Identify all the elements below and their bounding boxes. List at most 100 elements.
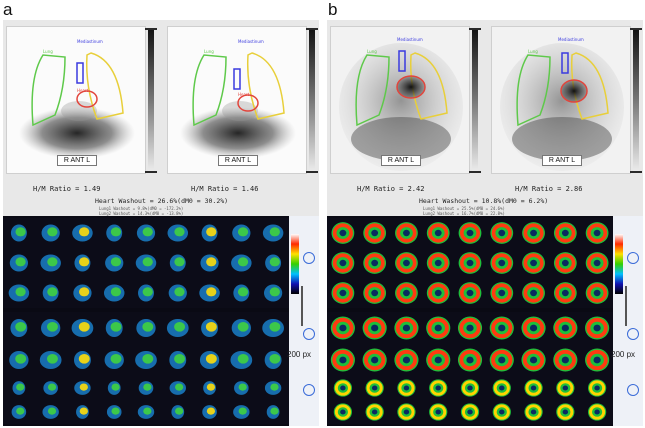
lung1-washout: Lung1 Washout = 25.5%(dM0 = 24.6%): [423, 206, 505, 211]
spect-slice: [363, 222, 387, 244]
roi-label-mediastinum: Mediastinum: [238, 39, 264, 44]
spect-slice: [233, 405, 250, 419]
color-scale-bar: [615, 234, 623, 294]
spect-side-panel: [289, 216, 319, 426]
hm-ratio-delayed: H/M Ratio = 2.86: [515, 185, 583, 193]
spect-slice: [458, 222, 482, 244]
roi-label-lung: Lung: [367, 49, 377, 54]
spect-slice: [8, 284, 30, 302]
spect-horizontal-long-axis-strip: [327, 376, 617, 424]
spect-slice: [489, 348, 514, 372]
spect-slice: [429, 403, 448, 421]
spect-slice: [553, 316, 578, 340]
spect-horizontal-long-axis-strip: [3, 376, 293, 424]
greyscale-bar: [469, 28, 481, 173]
spect-slice: [331, 282, 355, 304]
spect-slice: [426, 252, 450, 274]
spect-slice: [203, 381, 216, 395]
spect-slice: [492, 379, 511, 397]
spect-slice: [40, 254, 61, 272]
spect-slice: [200, 254, 219, 272]
greyscale-bar: [306, 28, 318, 173]
spect-slice: [492, 403, 511, 421]
spect-slice: [264, 350, 282, 370]
spect-slice: [43, 381, 58, 395]
spect-slice: [490, 222, 514, 244]
spect-slice: [426, 282, 450, 304]
spect-slice: [556, 379, 575, 397]
roi-label-mediastinum: Mediastinum: [77, 39, 103, 44]
spect-slice: [107, 381, 121, 395]
spect-slice: [168, 284, 187, 302]
view-label: R ANT L: [57, 155, 97, 166]
spect-short-axis-strip: [3, 218, 293, 308]
panel-label-a: a: [3, 0, 13, 19]
spect-slice: [521, 316, 546, 340]
spect-slice: [426, 316, 451, 340]
spect-slice: [395, 282, 418, 304]
spect-slices: [333, 379, 607, 421]
spect-side-panel: [613, 216, 643, 426]
spect-slice: [171, 405, 185, 419]
planar-panel-b: Lung Mediastinum R ANT L Lung Mediastinu…: [327, 20, 643, 216]
spect-slice: [264, 381, 282, 395]
spect-slice: [333, 379, 353, 397]
roi-label-heart: Heart: [238, 92, 250, 97]
spect-slice: [490, 252, 514, 274]
spect-slice: [10, 318, 28, 338]
spect-slice: [585, 316, 610, 340]
spect-slice: [397, 403, 416, 421]
spect-slice: [553, 348, 578, 372]
lung2-washout: Lung2 Washout = 16.7%(dM0 = 22.8%): [423, 211, 505, 216]
view-label: R ANT L: [542, 155, 582, 166]
heart-washout: Heart Washout = 10.8%(dM0 = 6.2%): [419, 197, 549, 205]
spect-slice: [394, 316, 419, 340]
spect-slices: [331, 222, 609, 304]
spect-slice: [39, 350, 62, 370]
spect-slice: [263, 284, 283, 302]
spect-short-axis-strip: [327, 218, 617, 308]
spect-slice: [232, 224, 251, 242]
spect-slice: [9, 254, 29, 272]
spect-slice: [585, 252, 609, 274]
spect-slice: [362, 348, 387, 372]
spect-slice: [73, 350, 91, 370]
spect-slice: [363, 282, 387, 304]
spect-slice: [201, 318, 219, 338]
spect-slice: [12, 381, 26, 395]
spect-slice: [137, 405, 155, 419]
spect-slice: [524, 379, 543, 397]
planar-panel-a: Lung Mediastinum Heart R ANT L Lung Medi…: [3, 20, 319, 216]
spect-slice: [460, 379, 480, 397]
spect-slice: [333, 403, 353, 421]
spect-slice: [522, 222, 545, 244]
spect-slice: [365, 379, 384, 397]
spect-slice: [521, 348, 546, 372]
orientation-icon: [303, 384, 315, 396]
greyscale-bar: [630, 28, 642, 173]
spect-slice: [169, 254, 186, 272]
spect-vertical-long-axis-strip: [3, 312, 293, 376]
spect-slice: [74, 254, 91, 272]
spect-slice: [73, 284, 92, 302]
lung2-washout: Lung2 Washout = 14.3%(dM0 = -13.8%): [99, 211, 184, 216]
spect-slice: [330, 316, 355, 340]
spect-slice: [231, 318, 251, 338]
spect-slice: [395, 252, 418, 274]
hm-ratio-early: H/M Ratio = 1.49: [33, 185, 101, 193]
spect-slice: [262, 224, 284, 242]
scale-label: 200 px: [611, 350, 636, 359]
roi-label-lung: Lung: [528, 49, 538, 54]
spect-slice: [106, 224, 123, 242]
spect-slice: [556, 403, 575, 421]
spect-slice: [136, 318, 156, 338]
spect-slice: [458, 282, 482, 304]
spect-slice: [265, 254, 282, 272]
spect-slice: [585, 222, 609, 244]
spect-slice: [587, 403, 607, 421]
hm-ratio-delayed: H/M Ratio = 1.46: [191, 185, 259, 193]
spect-slice: [42, 405, 59, 419]
spect-slice: [136, 224, 156, 242]
roi-label-lung: Lung: [43, 49, 53, 54]
spect-slice: [169, 381, 186, 395]
